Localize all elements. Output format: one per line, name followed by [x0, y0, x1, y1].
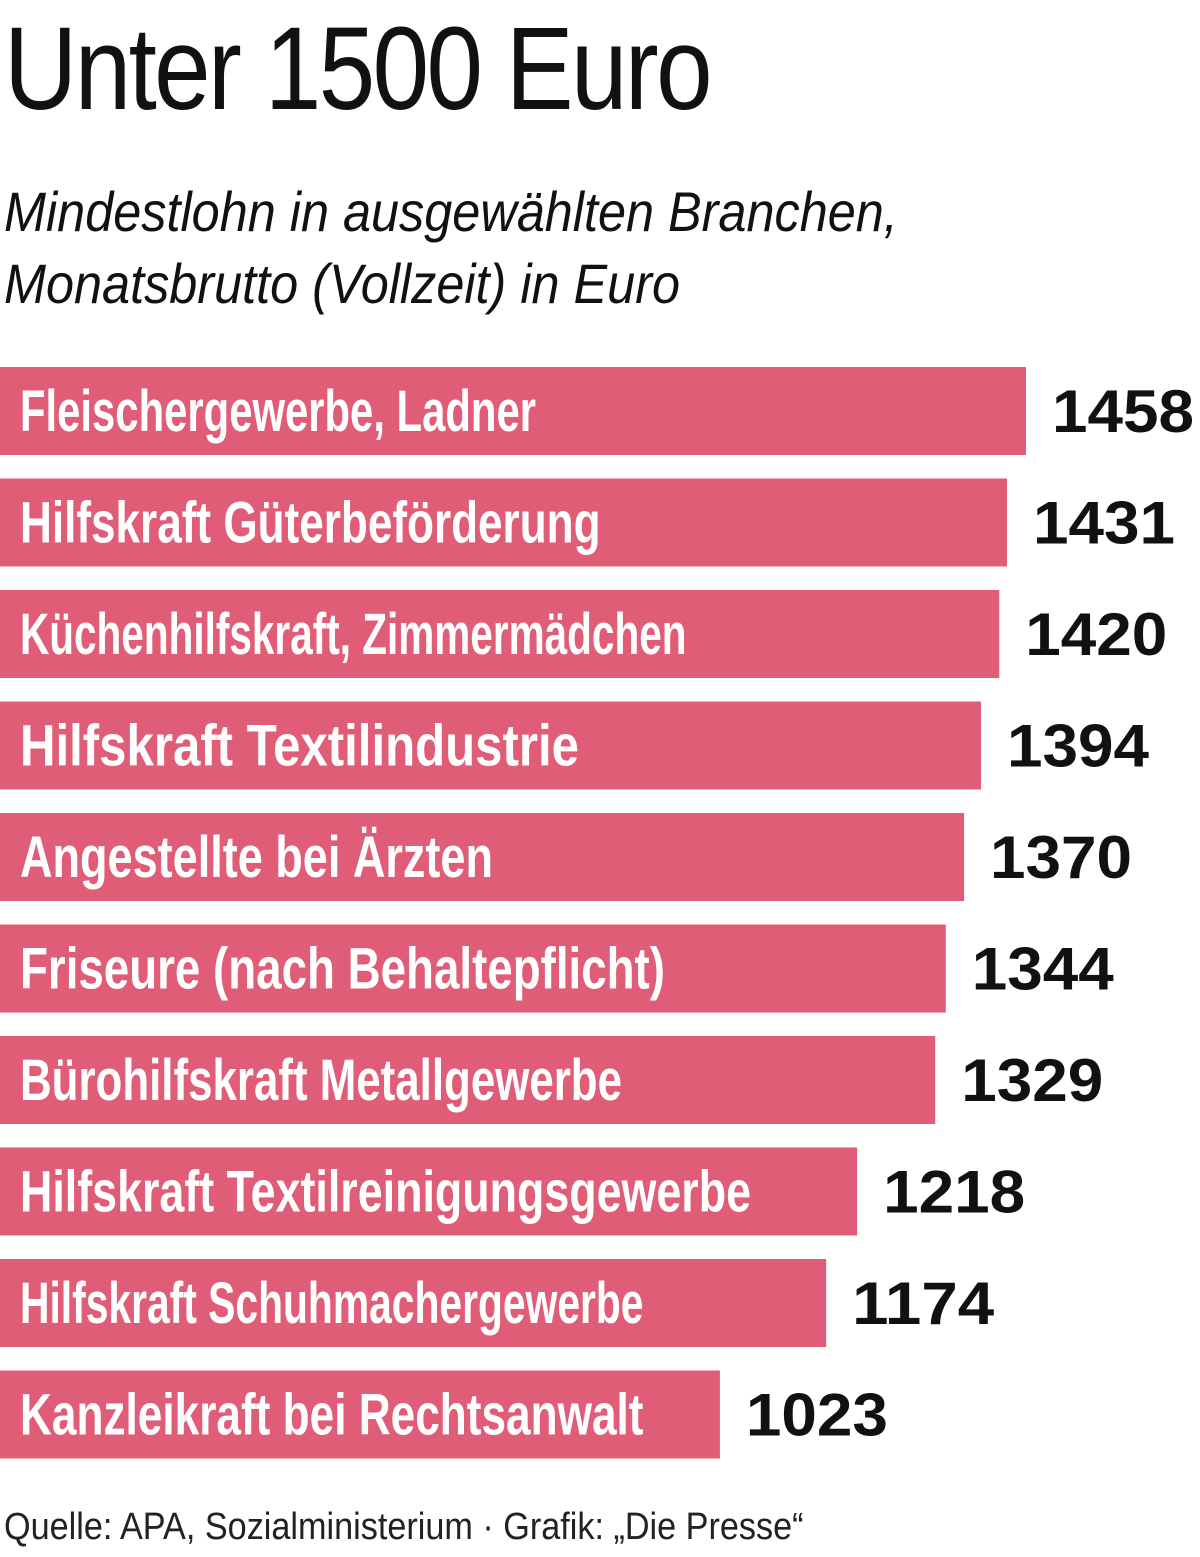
bar [0, 367, 1026, 455]
bar-row: Friseure (nach Behaltepflicht) 1344 [0, 924, 1115, 1013]
value-label: 1458 [1052, 378, 1194, 445]
bar [0, 924, 946, 1013]
category-label: Hilfskraft Textilindustrie [20, 714, 579, 779]
value-label: 1431 [1033, 490, 1175, 557]
value-label: 1420 [1025, 601, 1167, 668]
chart-title: Unter 1500 Euro [4, 3, 713, 135]
bar-row: Hilfskraft Güterbeförderung 1431 [0, 478, 1175, 567]
bar-row: Hilfskraft Textilreinigungsgewerbe 1218 [0, 1147, 1025, 1236]
value-label: 1218 [883, 1159, 1025, 1226]
bar [0, 478, 1007, 567]
bar [0, 813, 965, 901]
bar-chart: Fleischergewerbe, Ladner 1458 Hilfskraft G… [0, 367, 1194, 1459]
subtitle-line-1: Mindestlohn in ausgewählten Branchen, [4, 180, 898, 243]
chart-subtitle: Mindestlohn in ausgewählten Branchen, Mo… [4, 176, 898, 320]
bar-row: Hilfskraft Schuhmachergewerbe 1174 [0, 1259, 995, 1347]
bar [0, 1259, 827, 1347]
source-credit: Quelle: APA, Sozialministerium · Grafik:… [4, 1506, 804, 1548]
bar [0, 1147, 858, 1236]
value-label: 1174 [852, 1270, 995, 1337]
bar-row: Küchenhilfskraft, Zimmermädchen 1420 [0, 590, 1167, 678]
bar-row: Bürohilfskraft Metallgewerbe 1329 [0, 1036, 1103, 1124]
category-label: Küchenhilfskraft, Zimmermädchen [20, 602, 687, 667]
value-label: 1023 [746, 1382, 888, 1449]
bar-row: Angestellte bei Ärzten 1370 [0, 813, 1132, 901]
category-label: Hilfskraft Schuhmachergewerbe [20, 1271, 644, 1336]
bar-row: Hilfskraft Textilindustrie 1394 [0, 701, 1150, 790]
category-label: Kanzleikraft bei Rechtsanwalt [20, 1383, 644, 1448]
value-label: 1344 [972, 936, 1115, 1003]
bar [0, 1370, 720, 1459]
value-label: 1394 [1007, 713, 1150, 780]
value-label: 1370 [990, 824, 1132, 891]
category-label: Angestellte bei Ärzten [20, 825, 493, 890]
bar [0, 701, 981, 790]
category-label: Hilfskraft Güterbeförderung [20, 491, 601, 556]
category-label: Friseure (nach Behaltepflicht) [20, 937, 665, 1002]
bar-row: Fleischergewerbe, Ladner 1458 [0, 367, 1194, 455]
value-label: 1329 [961, 1047, 1103, 1114]
subtitle-line-2: Monatsbrutto (Vollzeit) in Euro [4, 252, 681, 315]
category-label: Bürohilfskraft Metallgewerbe [20, 1048, 622, 1113]
bar [0, 1036, 936, 1124]
category-label: Fleischergewerbe, Ladner [20, 379, 536, 444]
bar [0, 590, 1000, 678]
category-label: Hilfskraft Textilreinigungsgewerbe [20, 1160, 751, 1225]
bar-row: Kanzleikraft bei Rechtsanwalt 1023 [0, 1370, 888, 1459]
